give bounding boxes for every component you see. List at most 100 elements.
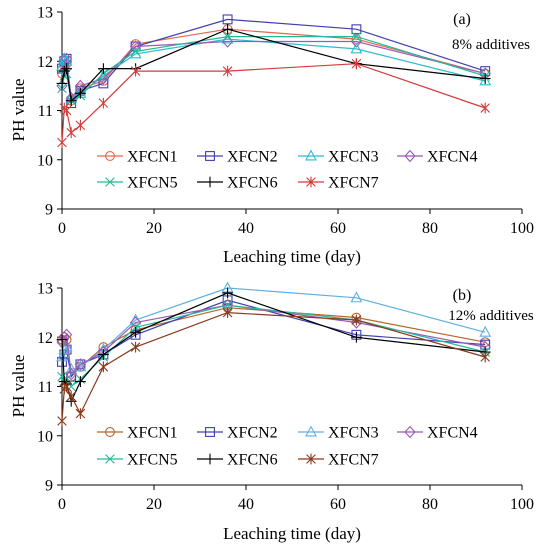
data-point xyxy=(75,376,86,387)
series-xfcn7 xyxy=(57,307,490,427)
panel-annotation: 12% additives xyxy=(448,308,534,324)
legend-marker xyxy=(105,151,115,161)
x-tick-label: 40 xyxy=(238,220,254,237)
y-axis-label: PH value xyxy=(9,79,28,142)
data-point xyxy=(351,331,362,343)
data-point xyxy=(61,381,72,392)
y-tick-label: 11 xyxy=(38,379,53,396)
x-axis-label: Leaching time (day) xyxy=(223,247,361,266)
legend-marker xyxy=(305,425,317,437)
legend-marker xyxy=(205,151,215,161)
panel-label: (a) xyxy=(453,11,471,28)
data-point xyxy=(130,341,141,353)
data-point xyxy=(222,65,233,77)
chart-panel-2: 9 10 11 12 13 0 20 40 60 80 100 Leaching time (day)… xyxy=(9,281,534,544)
data-point xyxy=(65,367,77,381)
y-tick-label: 11 xyxy=(38,103,53,120)
data-point xyxy=(57,356,67,367)
legend-item: XFCN6 xyxy=(197,175,278,192)
data-point xyxy=(351,31,362,42)
data-point xyxy=(98,349,109,360)
series-line xyxy=(61,28,486,102)
legend-marker xyxy=(204,176,216,188)
series-xfcn7 xyxy=(57,58,490,148)
legend-label: XFCN5 xyxy=(127,452,178,469)
x-tick-label: 20 xyxy=(146,496,162,513)
data-point xyxy=(479,73,491,84)
data-point xyxy=(351,58,362,70)
panel-label: (b) xyxy=(453,287,472,304)
data-point xyxy=(222,31,233,42)
data-point xyxy=(130,65,141,77)
legend-marker xyxy=(105,454,115,464)
data-point xyxy=(60,340,73,352)
data-point xyxy=(74,360,87,372)
series-line xyxy=(61,299,486,379)
data-point xyxy=(222,23,233,35)
legend: XFCN1 XFCN2 XFCN3 XFCN4 XFCN5 XFCN6 XFCN7 xyxy=(97,425,478,469)
legend-item: XFCN7 xyxy=(298,175,379,192)
legend-label: XFCN1 xyxy=(127,425,178,442)
data-point xyxy=(75,119,86,131)
data-point xyxy=(61,63,72,75)
legend-label: XFCN7 xyxy=(328,175,379,192)
y-tick-label: 10 xyxy=(37,428,53,445)
legend-label: XFCN3 xyxy=(328,149,379,166)
data-point xyxy=(98,361,109,373)
y-tick-label: 12 xyxy=(37,330,53,347)
chart-panel-1: 9 10 11 12 13 0 20 40 60 80 100 Leaching time (day)… xyxy=(9,5,534,267)
data-point xyxy=(61,105,72,116)
data-point xyxy=(222,14,233,25)
legend: XFCN1 XFCN2 XFCN3 XFCN4 XFCN5 XFCN6 XFCN7 xyxy=(97,149,478,192)
legend-marker xyxy=(404,425,416,439)
legend-item: XFCN4 xyxy=(397,425,478,442)
legend-label: XFCN6 xyxy=(227,175,278,192)
data-point xyxy=(56,78,68,89)
data-point xyxy=(66,127,76,139)
x-tick-label: 60 xyxy=(330,496,346,513)
data-point xyxy=(98,63,109,75)
y-tick-label: 10 xyxy=(37,152,53,169)
legend-label: XFCN2 xyxy=(227,149,278,166)
legend-label: XFCN1 xyxy=(127,149,178,166)
data-point xyxy=(130,46,141,57)
legend-item: XFCN6 xyxy=(197,452,278,469)
data-point xyxy=(222,287,233,299)
y-axis-label: PH value xyxy=(9,355,28,418)
data-point xyxy=(479,325,492,337)
x-tick-label: 80 xyxy=(422,220,438,237)
x-tick-label: 100 xyxy=(510,220,534,237)
x-tick-label: 60 xyxy=(330,220,346,237)
legend-marker xyxy=(305,149,317,161)
legend-label: XFCN3 xyxy=(328,425,379,442)
data-point xyxy=(222,307,233,319)
y-tick-label: 13 xyxy=(37,281,53,298)
y-tick-label: 9 xyxy=(45,478,53,495)
legend-item: XFCN4 xyxy=(397,149,478,166)
data-point xyxy=(480,351,490,363)
data-point xyxy=(480,102,490,114)
x-tick-label: 100 xyxy=(510,496,534,513)
legend-marker xyxy=(205,427,215,437)
legend-label: XFCN6 xyxy=(227,452,278,469)
data-point xyxy=(74,358,87,371)
x-tick-label: 40 xyxy=(238,496,254,513)
series-line xyxy=(61,304,486,376)
data-point xyxy=(56,334,68,346)
data-point xyxy=(57,415,67,427)
data-point xyxy=(58,331,70,344)
legend-item: XFCN7 xyxy=(298,452,379,469)
legend-item: XFCN3 xyxy=(298,149,379,166)
data-point xyxy=(57,137,67,148)
series-line xyxy=(61,40,486,100)
data-point xyxy=(75,87,86,99)
legend-item: XFCN2 xyxy=(197,149,278,166)
x-tick-label: 0 xyxy=(58,220,66,237)
y-tick-label: 13 xyxy=(37,5,53,22)
data-point xyxy=(130,326,141,338)
legend-marker xyxy=(105,427,115,437)
legend-marker xyxy=(306,176,316,188)
legend-item: XFCN3 xyxy=(298,425,379,442)
x-tick-label: 20 xyxy=(146,220,162,237)
